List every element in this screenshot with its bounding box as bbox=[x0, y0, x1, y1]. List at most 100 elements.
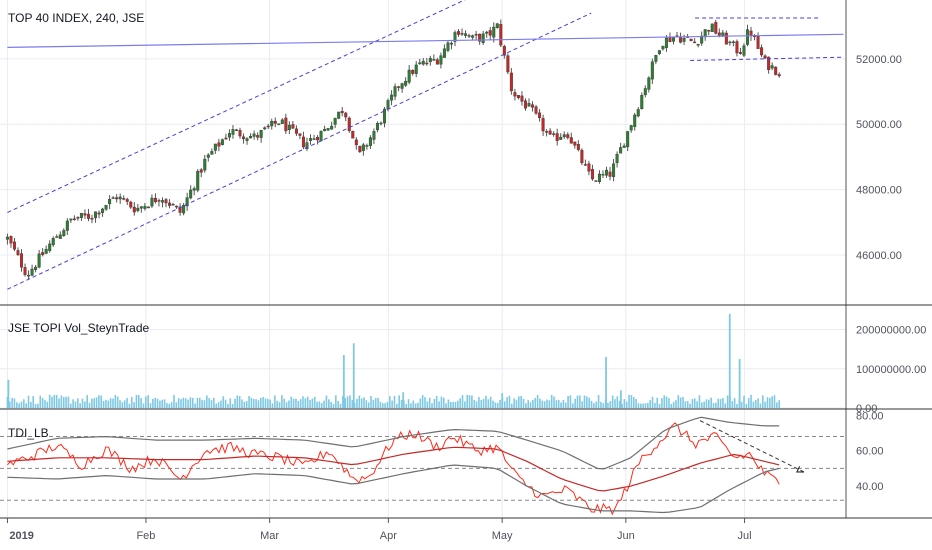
volume-bar[interactable] bbox=[236, 395, 239, 408]
price-candle[interactable] bbox=[122, 195, 126, 201]
price-candle[interactable] bbox=[316, 135, 320, 145]
trendline-long-resistance[interactable] bbox=[7, 33, 844, 48]
volume-bar[interactable] bbox=[201, 399, 203, 408]
price-candle[interactable] bbox=[608, 166, 612, 181]
volume-bar[interactable] bbox=[356, 398, 358, 408]
price-candle[interactable] bbox=[234, 128, 238, 131]
volume-bar[interactable] bbox=[210, 399, 213, 408]
price-candle[interactable] bbox=[372, 128, 376, 145]
volume-bar[interactable] bbox=[473, 400, 476, 408]
volume-bar[interactable] bbox=[109, 398, 112, 408]
price-candle[interactable] bbox=[284, 113, 288, 135]
volume-bar[interactable] bbox=[203, 400, 206, 408]
volume-bar[interactable] bbox=[274, 395, 276, 408]
price-candle[interactable] bbox=[742, 43, 746, 57]
price-candle[interactable] bbox=[245, 137, 249, 145]
volume-bar[interactable] bbox=[194, 403, 196, 408]
volume-bar[interactable] bbox=[686, 401, 689, 408]
volume-bar[interactable] bbox=[152, 399, 154, 408]
volume-bar[interactable] bbox=[656, 397, 659, 408]
volume-bar[interactable] bbox=[227, 403, 229, 408]
price-candle[interactable] bbox=[545, 129, 549, 137]
volume-bar[interactable] bbox=[628, 395, 630, 408]
volume-bar[interactable] bbox=[116, 396, 119, 408]
trendline-channel-lower[interactable] bbox=[7, 12, 592, 290]
price-candle[interactable] bbox=[65, 218, 69, 235]
volume-bar[interactable] bbox=[48, 394, 51, 408]
volume-bar[interactable] bbox=[74, 401, 77, 408]
volume-bar[interactable] bbox=[161, 399, 164, 408]
price-candle[interactable] bbox=[206, 153, 210, 162]
price-candle[interactable] bbox=[224, 133, 228, 140]
volume-bar[interactable] bbox=[579, 395, 581, 408]
volume-bar[interactable] bbox=[137, 395, 140, 408]
volume-bar[interactable] bbox=[91, 398, 93, 408]
volume-bar[interactable] bbox=[388, 396, 391, 408]
volume-bar[interactable] bbox=[18, 403, 20, 408]
price-candle[interactable] bbox=[175, 205, 179, 209]
volume-bar[interactable] bbox=[499, 399, 501, 408]
volume-bar[interactable] bbox=[295, 398, 297, 408]
price-candle[interactable] bbox=[478, 33, 482, 45]
volume-bar[interactable] bbox=[480, 399, 483, 408]
price-candle[interactable] bbox=[619, 142, 623, 154]
tdi-projection-arrow[interactable] bbox=[699, 420, 805, 473]
tdi-line-signal[interactable] bbox=[7, 446, 780, 492]
volume-bar[interactable] bbox=[494, 402, 497, 408]
price-candle[interactable] bbox=[136, 203, 140, 213]
volume-bar[interactable] bbox=[180, 399, 182, 408]
tdi-line-rsi[interactable] bbox=[7, 422, 780, 516]
volume-bar[interactable] bbox=[159, 400, 161, 408]
volume-bar[interactable] bbox=[367, 402, 370, 408]
price-candle[interactable] bbox=[368, 135, 372, 150]
price-candle[interactable] bbox=[509, 68, 513, 95]
volume-bar[interactable] bbox=[719, 399, 722, 408]
volume-bar[interactable] bbox=[166, 403, 168, 408]
price-candle[interactable] bbox=[576, 140, 580, 152]
volume-bar[interactable] bbox=[215, 403, 218, 408]
price-candle[interactable] bbox=[340, 106, 344, 117]
price-candle[interactable] bbox=[640, 92, 644, 110]
volume-bar[interactable] bbox=[597, 394, 600, 408]
volume-bar[interactable] bbox=[53, 394, 56, 408]
volume-bar[interactable] bbox=[264, 398, 267, 408]
volume-bar[interactable] bbox=[198, 397, 201, 408]
price-candle[interactable] bbox=[185, 192, 189, 211]
price-candle[interactable] bbox=[538, 109, 542, 122]
price-candle[interactable] bbox=[453, 30, 457, 47]
volume-bar[interactable] bbox=[112, 398, 114, 408]
volume-bar[interactable] bbox=[684, 401, 687, 408]
price-candle[interactable] bbox=[287, 121, 291, 135]
volume-bar[interactable] bbox=[705, 399, 708, 408]
volume-bar[interactable] bbox=[177, 398, 180, 408]
volume-bar[interactable] bbox=[640, 403, 642, 408]
volume-bar[interactable] bbox=[602, 403, 605, 408]
price-candle[interactable] bbox=[777, 72, 781, 78]
price-candle[interactable] bbox=[418, 58, 422, 65]
volume-bar[interactable] bbox=[107, 400, 110, 408]
price-candle[interactable] bbox=[319, 130, 323, 142]
volume-bar[interactable] bbox=[541, 400, 544, 408]
volume-bar[interactable] bbox=[461, 395, 464, 408]
volume-bar[interactable] bbox=[600, 401, 602, 408]
volume-bar[interactable] bbox=[8, 401, 11, 408]
volume-bar[interactable] bbox=[370, 395, 372, 408]
volume-bar[interactable] bbox=[745, 404, 748, 408]
volume-bar[interactable] bbox=[283, 398, 286, 408]
volume-bar[interactable] bbox=[335, 395, 337, 408]
volume-bar[interactable] bbox=[51, 396, 53, 408]
volume-bar[interactable] bbox=[433, 398, 436, 408]
volume-spike-bar[interactable] bbox=[7, 379, 10, 408]
volume-bar[interactable] bbox=[379, 401, 382, 408]
price-candle[interactable] bbox=[37, 249, 41, 269]
volume-spike-bar[interactable] bbox=[352, 343, 355, 408]
price-candle[interactable] bbox=[513, 88, 517, 101]
price-candle[interactable] bbox=[661, 45, 665, 51]
volume-bar[interactable] bbox=[672, 401, 675, 408]
price-candle[interactable] bbox=[488, 26, 492, 40]
volume-bar[interactable] bbox=[665, 396, 668, 408]
price-candle[interactable] bbox=[16, 247, 20, 256]
price-candle[interactable] bbox=[612, 158, 616, 182]
volume-bar[interactable] bbox=[184, 398, 187, 408]
price-candle[interactable] bbox=[280, 118, 284, 124]
